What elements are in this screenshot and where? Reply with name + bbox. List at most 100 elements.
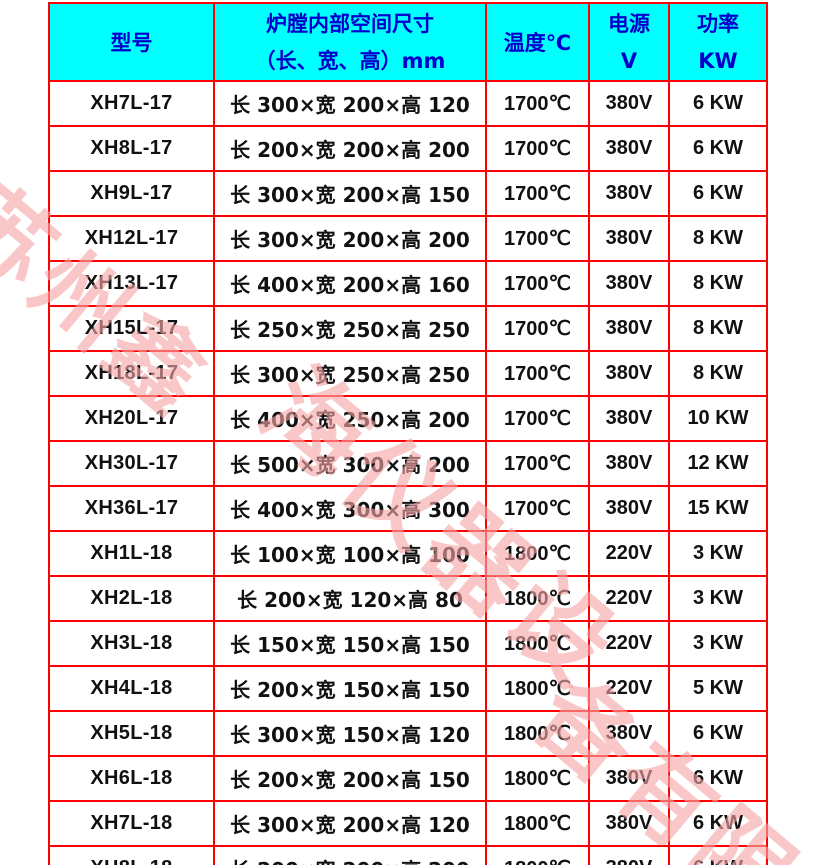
header-cell-model: 型号 [48, 2, 215, 82]
cell-voltage: 380V [588, 395, 670, 442]
cell-temperature: 1800℃ [485, 800, 590, 847]
cell-voltage: 380V [588, 485, 670, 532]
cell-temperature: 1800℃ [485, 755, 590, 802]
cell-temperature: 1700℃ [485, 350, 590, 397]
cell-temperature: 1800℃ [485, 620, 590, 667]
header-voltage-label: 电源 [608, 12, 650, 36]
header-cell-temperature: 温度℃ [485, 2, 590, 82]
table-row: XH13L-17 长 400×宽 200×高 160 1700℃ 380V 8 KW [48, 260, 768, 307]
furnace-spec-table: 型号 炉膛内部空间尺寸 （长、宽、高）mm 温度℃ 电源 V 功率 [48, 2, 768, 865]
cell-model: XH20L-17 [48, 395, 215, 442]
cell-temperature: 1700℃ [485, 305, 590, 352]
header-dimensions-sublabel: （长、宽、高）mm [254, 49, 446, 73]
cell-voltage: 380V [588, 350, 670, 397]
cell-power: 6 KW [668, 170, 768, 217]
cell-dimensions: 长 300×宽 200×高 200 [213, 215, 487, 262]
cell-dimensions: 长 400×宽 200×高 160 [213, 260, 487, 307]
table-row: XH30L-17 长 500×宽 300×高 200 1700℃ 380V 12 KW [48, 440, 768, 487]
header-row: 型号 炉膛内部空间尺寸 （长、宽、高）mm 温度℃ 电源 V 功率 [48, 2, 768, 82]
table-row: XH6L-18 长 200×宽 200×高 150 1800℃ 380V 6 KW [48, 755, 768, 802]
cell-power: 8 KW [668, 305, 768, 352]
cell-voltage: 220V [588, 530, 670, 577]
cell-model: XH9L-17 [48, 170, 215, 217]
cell-temperature: 1800℃ [485, 665, 590, 712]
cell-model: XH30L-17 [48, 440, 215, 487]
cell-dimensions: 长 200×宽 120×高 80 [213, 575, 487, 622]
cell-dimensions: 长 300×宽 150×高 120 [213, 710, 487, 757]
cell-dimensions: 长 200×宽 200×高 150 [213, 755, 487, 802]
cell-voltage: 380V [588, 125, 670, 172]
table-row: XH15L-17 长 250×宽 250×高 250 1700℃ 380V 8 KW [48, 305, 768, 352]
cell-dimensions: 长 250×宽 250×高 250 [213, 305, 487, 352]
cell-model: XH8L-18 [48, 845, 215, 865]
spec-table-wrapper: 型号 炉膛内部空间尺寸 （长、宽、高）mm 温度℃ 电源 V 功率 [48, 2, 768, 865]
cell-model: XH13L-17 [48, 260, 215, 307]
table-row: XH5L-18 长 300×宽 150×高 120 1800℃ 380V 6 KW [48, 710, 768, 757]
cell-model: XH2L-18 [48, 575, 215, 622]
cell-voltage: 220V [588, 665, 670, 712]
cell-dimensions: 长 300×宽 250×高 250 [213, 350, 487, 397]
cell-temperature: 1700℃ [485, 170, 590, 217]
cell-model: XH7L-17 [48, 80, 215, 127]
cell-temperature: 1700℃ [485, 440, 590, 487]
cell-dimensions: 长 150×宽 150×高 150 [213, 620, 487, 667]
cell-voltage: 380V [588, 260, 670, 307]
cell-dimensions: 长 200×宽 200×高 200 [213, 845, 487, 865]
cell-temperature: 1700℃ [485, 260, 590, 307]
cell-dimensions: 长 300×宽 200×高 150 [213, 170, 487, 217]
cell-dimensions: 长 300×宽 200×高 120 [213, 80, 487, 127]
cell-temperature: 1700℃ [485, 125, 590, 172]
cell-voltage: 380V [588, 170, 670, 217]
cell-model: XH7L-18 [48, 800, 215, 847]
cell-model: XH18L-17 [48, 350, 215, 397]
table-row: XH12L-17 长 300×宽 200×高 200 1700℃ 380V 8 KW [48, 215, 768, 262]
cell-power: 5 KW [668, 665, 768, 712]
cell-power: 6 KW [668, 800, 768, 847]
cell-power: 8 KW [668, 350, 768, 397]
cell-power: 15 KW [668, 485, 768, 532]
header-cell-voltage: 电源 V [588, 2, 670, 82]
header-temperature-label: 温度℃ [503, 30, 572, 55]
cell-temperature: 1700℃ [485, 215, 590, 262]
cell-voltage: 380V [588, 845, 670, 865]
cell-model: XH5L-18 [48, 710, 215, 757]
cell-voltage: 380V [588, 755, 670, 802]
table-row: XH18L-17 长 300×宽 250×高 250 1700℃ 380V 8 KW [48, 350, 768, 397]
header-voltage-unit: V [620, 49, 638, 73]
table-row: XH2L-18 长 200×宽 120×高 80 1800℃ 220V 3 KW [48, 575, 768, 622]
table-body: XH7L-17 长 300×宽 200×高 120 1700℃ 380V 6 KW XH8… [48, 80, 768, 865]
cell-power: 3 KW [668, 530, 768, 577]
cell-voltage: 380V [588, 710, 670, 757]
cell-model: XH12L-17 [48, 215, 215, 262]
cell-power: 3 KW [668, 620, 768, 667]
cell-voltage: 380V [588, 305, 670, 352]
cell-dimensions: 长 500×宽 300×高 200 [213, 440, 487, 487]
header-power-unit: KW [698, 49, 738, 73]
cell-power: 6 KW [668, 80, 768, 127]
cell-model: XH3L-18 [48, 620, 215, 667]
header-cell-dimensions: 炉膛内部空间尺寸 （长、宽、高）mm [213, 2, 487, 82]
cell-temperature: 1800℃ [485, 710, 590, 757]
cell-model: XH8L-17 [48, 125, 215, 172]
cell-power: 10 KW [668, 395, 768, 442]
cell-power: 6 KW [668, 755, 768, 802]
cell-voltage: 220V [588, 575, 670, 622]
cell-dimensions: 长 400×宽 250×高 200 [213, 395, 487, 442]
cell-temperature: 1700℃ [485, 395, 590, 442]
table-row: XH7L-18 长 300×宽 200×高 120 1800℃ 380V 6 KW [48, 800, 768, 847]
cell-dimensions: 长 400×宽 300×高 300 [213, 485, 487, 532]
table-row: XH36L-17 长 400×宽 300×高 300 1700℃ 380V 15 KW [48, 485, 768, 532]
cell-model: XH15L-17 [48, 305, 215, 352]
table-row: XH7L-17 长 300×宽 200×高 120 1700℃ 380V 6 KW [48, 80, 768, 127]
cell-voltage: 380V [588, 800, 670, 847]
cell-dimensions: 长 200×宽 150×高 150 [213, 665, 487, 712]
cell-voltage: 380V [588, 215, 670, 262]
header-power-label: 功率 [697, 12, 739, 36]
cell-power: 8 KW [668, 215, 768, 262]
table-row: XH1L-18 长 100×宽 100×高 100 1800℃ 220V 3 KW [48, 530, 768, 577]
cell-temperature: 1700℃ [485, 485, 590, 532]
cell-voltage: 380V [588, 80, 670, 127]
cell-temperature: 1800℃ [485, 845, 590, 865]
